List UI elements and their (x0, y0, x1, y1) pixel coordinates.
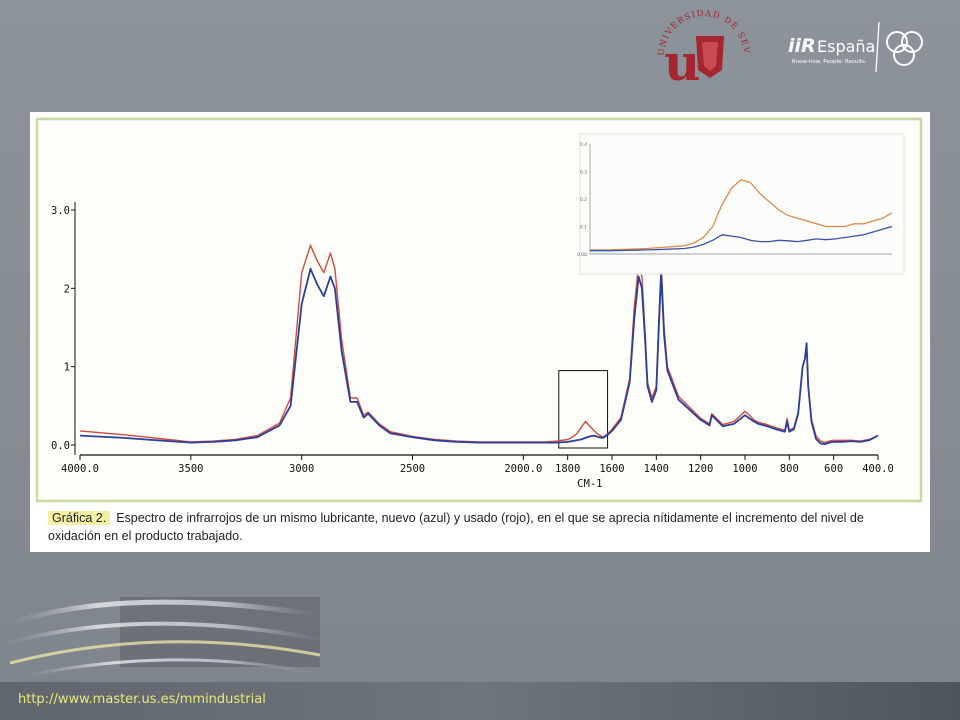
series-line-new (79, 267, 879, 446)
logo-area: UNIVERSIDAD DE SEVILLA u iiR España Know… (650, 8, 923, 88)
inset-background (579, 133, 905, 275)
y-tick-label: 0.0 (51, 440, 70, 452)
x-axis-label: CM-1 (577, 478, 602, 490)
caption-label: Gráfica 2. (48, 511, 111, 525)
y-tick-label: 3.0 (51, 205, 70, 217)
inset-series-used (590, 179, 893, 251)
y-tick-label: 1 (64, 362, 70, 374)
inset-plot: 0.00 0.1 0.2 0.3 0.4 (577, 133, 905, 275)
x-tick-label: 1400 (644, 463, 669, 475)
y-tick-label: 2 (64, 283, 70, 295)
inset-y-tick-label: 0.3 (580, 170, 587, 176)
iir-logo: iiR España Know-how. People. Results. (788, 21, 923, 73)
zoom-region-box (558, 370, 609, 449)
inset-series-new (590, 225, 893, 252)
x-tick-label: 1000 (732, 463, 757, 475)
inset-y-tick-label: 0.4 (580, 142, 587, 148)
x-tick-label: 800 (780, 463, 799, 475)
university-logo: UNIVERSIDAD DE SEVILLA u (650, 8, 750, 88)
inset-y-tick-label: 0.1 (580, 225, 587, 231)
footer-url-link[interactable]: http://www.master.us.es/mmindustrial (18, 692, 266, 707)
x-tick-label: 3500 (178, 463, 203, 475)
x-tick-label: 600 (824, 463, 843, 475)
main-plot: 4000.0 3500 3000 2500 2000.0 1800 1600 1400 1200… (51, 202, 894, 490)
x-tick-label: 3000 (289, 463, 314, 475)
footer-bar: http://www.master.us.es/mmindustrial (0, 682, 960, 720)
inset-y-tick-label: 0.00 (577, 252, 587, 258)
x-tick-label: 400.0 (862, 463, 894, 475)
inset-y-tick-label: 0.2 (580, 197, 587, 203)
x-tick-label: 2500 (400, 463, 425, 475)
x-tick-label: 2000.0 (504, 463, 542, 475)
x-tick-label: 1200 (688, 463, 713, 475)
iir-emblem-icon (886, 31, 923, 66)
decorative-swoosh-image (0, 597, 326, 679)
figure-panel: 4000.0 3500 3000 2500 2000.0 1800 1600 1400 1200… (30, 112, 930, 552)
figure-caption: Gráfica 2. Espectro de infrarrojos de un … (48, 509, 918, 545)
x-tick-label: 4000.0 (61, 463, 99, 475)
iir-country-text: España (817, 37, 875, 56)
x-tick-label: 1600 (599, 463, 624, 475)
university-letter: u (664, 33, 700, 88)
iir-main-text: iiR (788, 35, 816, 57)
university-shield-icon (696, 36, 724, 78)
iir-tagline: Know-how. People. Results. (792, 59, 867, 65)
x-tick-label: 1800 (555, 463, 580, 475)
spectrum-figure: 4000.0 3500 3000 2500 2000.0 1800 1600 1400 1200… (35, 117, 923, 503)
caption-text: Espectro de infrarrojos de un mismo lubr… (48, 511, 864, 543)
